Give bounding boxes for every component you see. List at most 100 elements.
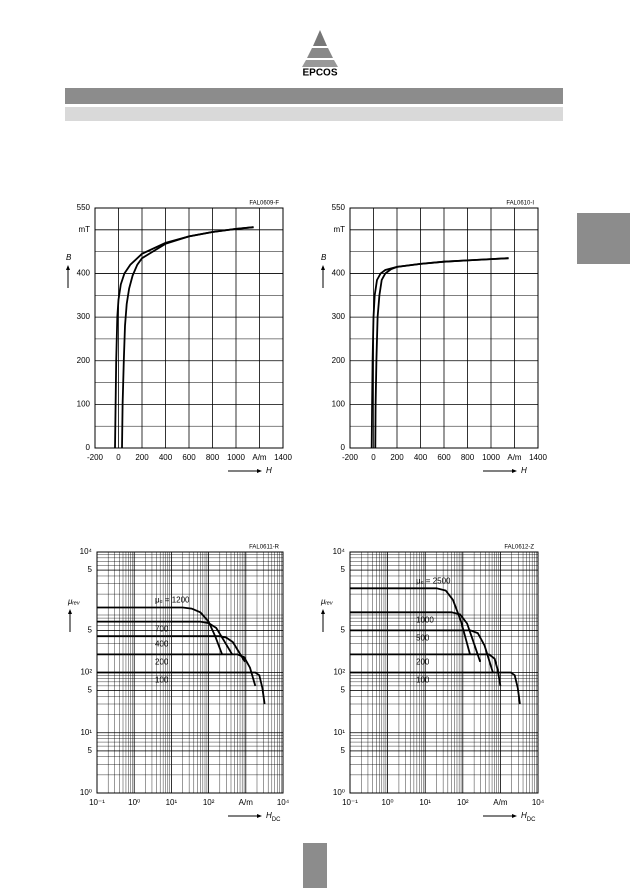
logo-mark [302,60,338,67]
curve-label: 400 [155,639,169,648]
curve-label: 1000 [416,615,434,624]
curve-label: 700 [155,625,169,634]
y-tick-label: 5 [341,565,346,574]
y-tick-label: 100 [332,399,346,408]
y-tick-label: 100 [77,399,91,408]
y-axis-label: μᵣₑᵥ [320,597,333,606]
logo: EPCOS [302,30,338,79]
y-axis-label: μᵣₑᵥ [67,597,80,606]
curve [374,257,509,449]
x-tick-label: 600 [437,453,451,462]
x-tick-label: 10² [457,798,469,807]
curve [97,671,266,705]
y-tick-label: 0 [341,443,346,452]
x-tick-label: 800 [461,453,475,462]
axis-arrow-head [66,265,70,270]
curve [114,226,254,449]
y-tick-label: 200 [77,356,91,365]
curve [121,226,254,449]
axis-arrow-head [512,469,517,473]
axis-arrow-head [257,814,262,818]
x-tick-label: 10¹ [419,798,431,807]
x-axis-label-main: H [266,811,272,820]
curve-label: 100 [155,676,169,685]
x-tick-label: 200 [390,453,404,462]
x-tick-label: 1400 [529,453,547,462]
x-tick-label: 800 [206,453,220,462]
x-axis-label: HDC [521,811,536,822]
axis-arrow-head [257,469,262,473]
curve-label: μₑ = 1200 [155,596,190,605]
logo-text: EPCOS [302,68,337,79]
y-tick-label: 200 [332,356,346,365]
x-tick-label: A/m [507,453,522,462]
subheader-bar [65,107,563,121]
chart-code: FAL0612-Z [504,545,534,551]
y-tick-label: 10⁰ [333,788,345,797]
x-tick-label: 10⁰ [382,798,394,807]
logo-mark [313,30,327,46]
curve-label: 200 [155,657,169,666]
plot-frame [349,207,539,449]
curve [370,257,509,449]
x-tick-label: -200 [87,453,104,462]
x-tick-label: 0 [371,453,376,462]
x-axis-label-sub: DC [527,817,536,823]
x-tick-label: 10⁻¹ [89,798,105,807]
curve-label: 500 [416,633,430,642]
x-tick-label: 10⁴ [532,798,545,807]
x-tick-label: 10⁻¹ [342,798,358,807]
logo-mark [307,48,333,58]
curve-label: 200 [416,657,430,666]
x-axis-label: HDC [266,811,281,822]
x-tick-label: -200 [342,453,359,462]
chart-code: FAL0609-F [249,201,279,207]
x-tick-label: 600 [182,453,196,462]
axis-arrow-head [512,814,517,818]
axis-arrow-head [321,609,325,614]
y-tick-label: 5 [88,625,93,634]
x-tick-label: 10² [203,798,215,807]
x-tick-label: 10⁰ [128,798,140,807]
x-axis-label-main: H [266,466,272,475]
x-tick-label: 1000 [482,453,500,462]
curve [350,587,471,655]
curve [97,653,257,687]
y-tick-label: 10⁴ [80,547,93,556]
y-axis-label: B [321,253,327,262]
curve [97,620,233,655]
y-tick-label: 300 [77,312,91,321]
x-tick-label: 400 [414,453,428,462]
x-tick-label: A/m [252,453,267,462]
y-tick-label: 300 [332,312,346,321]
y-tick-label: 5 [88,565,93,574]
header-bar [65,88,563,104]
x-axis-label: H [521,466,527,475]
y-tick-label: mT [333,225,345,234]
curve [350,671,521,705]
plot-frame [94,207,284,449]
y-tick-label: 400 [332,269,346,278]
x-axis-label-main: H [521,811,527,820]
chart: -200 0 200 400 600 800 1000 A/m 1400010020030040… [321,201,547,475]
x-tick-label: 10⁴ [277,798,290,807]
x-axis-label: H [266,466,272,475]
y-tick-label: 5 [341,746,346,755]
y-tick-label: 5 [88,686,93,695]
x-tick-label: 400 [159,453,173,462]
y-tick-label: 10⁴ [333,547,346,556]
chart: -200 0 200 400 600 800 1000 A/m 1400010020030040… [66,201,292,475]
y-tick-label: 5 [88,746,93,755]
x-axis-label-main: H [521,466,527,475]
y-tick-label: mT [78,225,90,234]
x-tick-label: 1400 [274,453,292,462]
side-tab [577,213,630,264]
x-tick-label: 10¹ [166,798,178,807]
curve-label: μₑ = 2500 [416,576,451,585]
curve [350,611,482,663]
chart-code: FAL0610-I [506,201,534,207]
curve [97,635,246,663]
y-tick-label: 550 [332,203,346,212]
